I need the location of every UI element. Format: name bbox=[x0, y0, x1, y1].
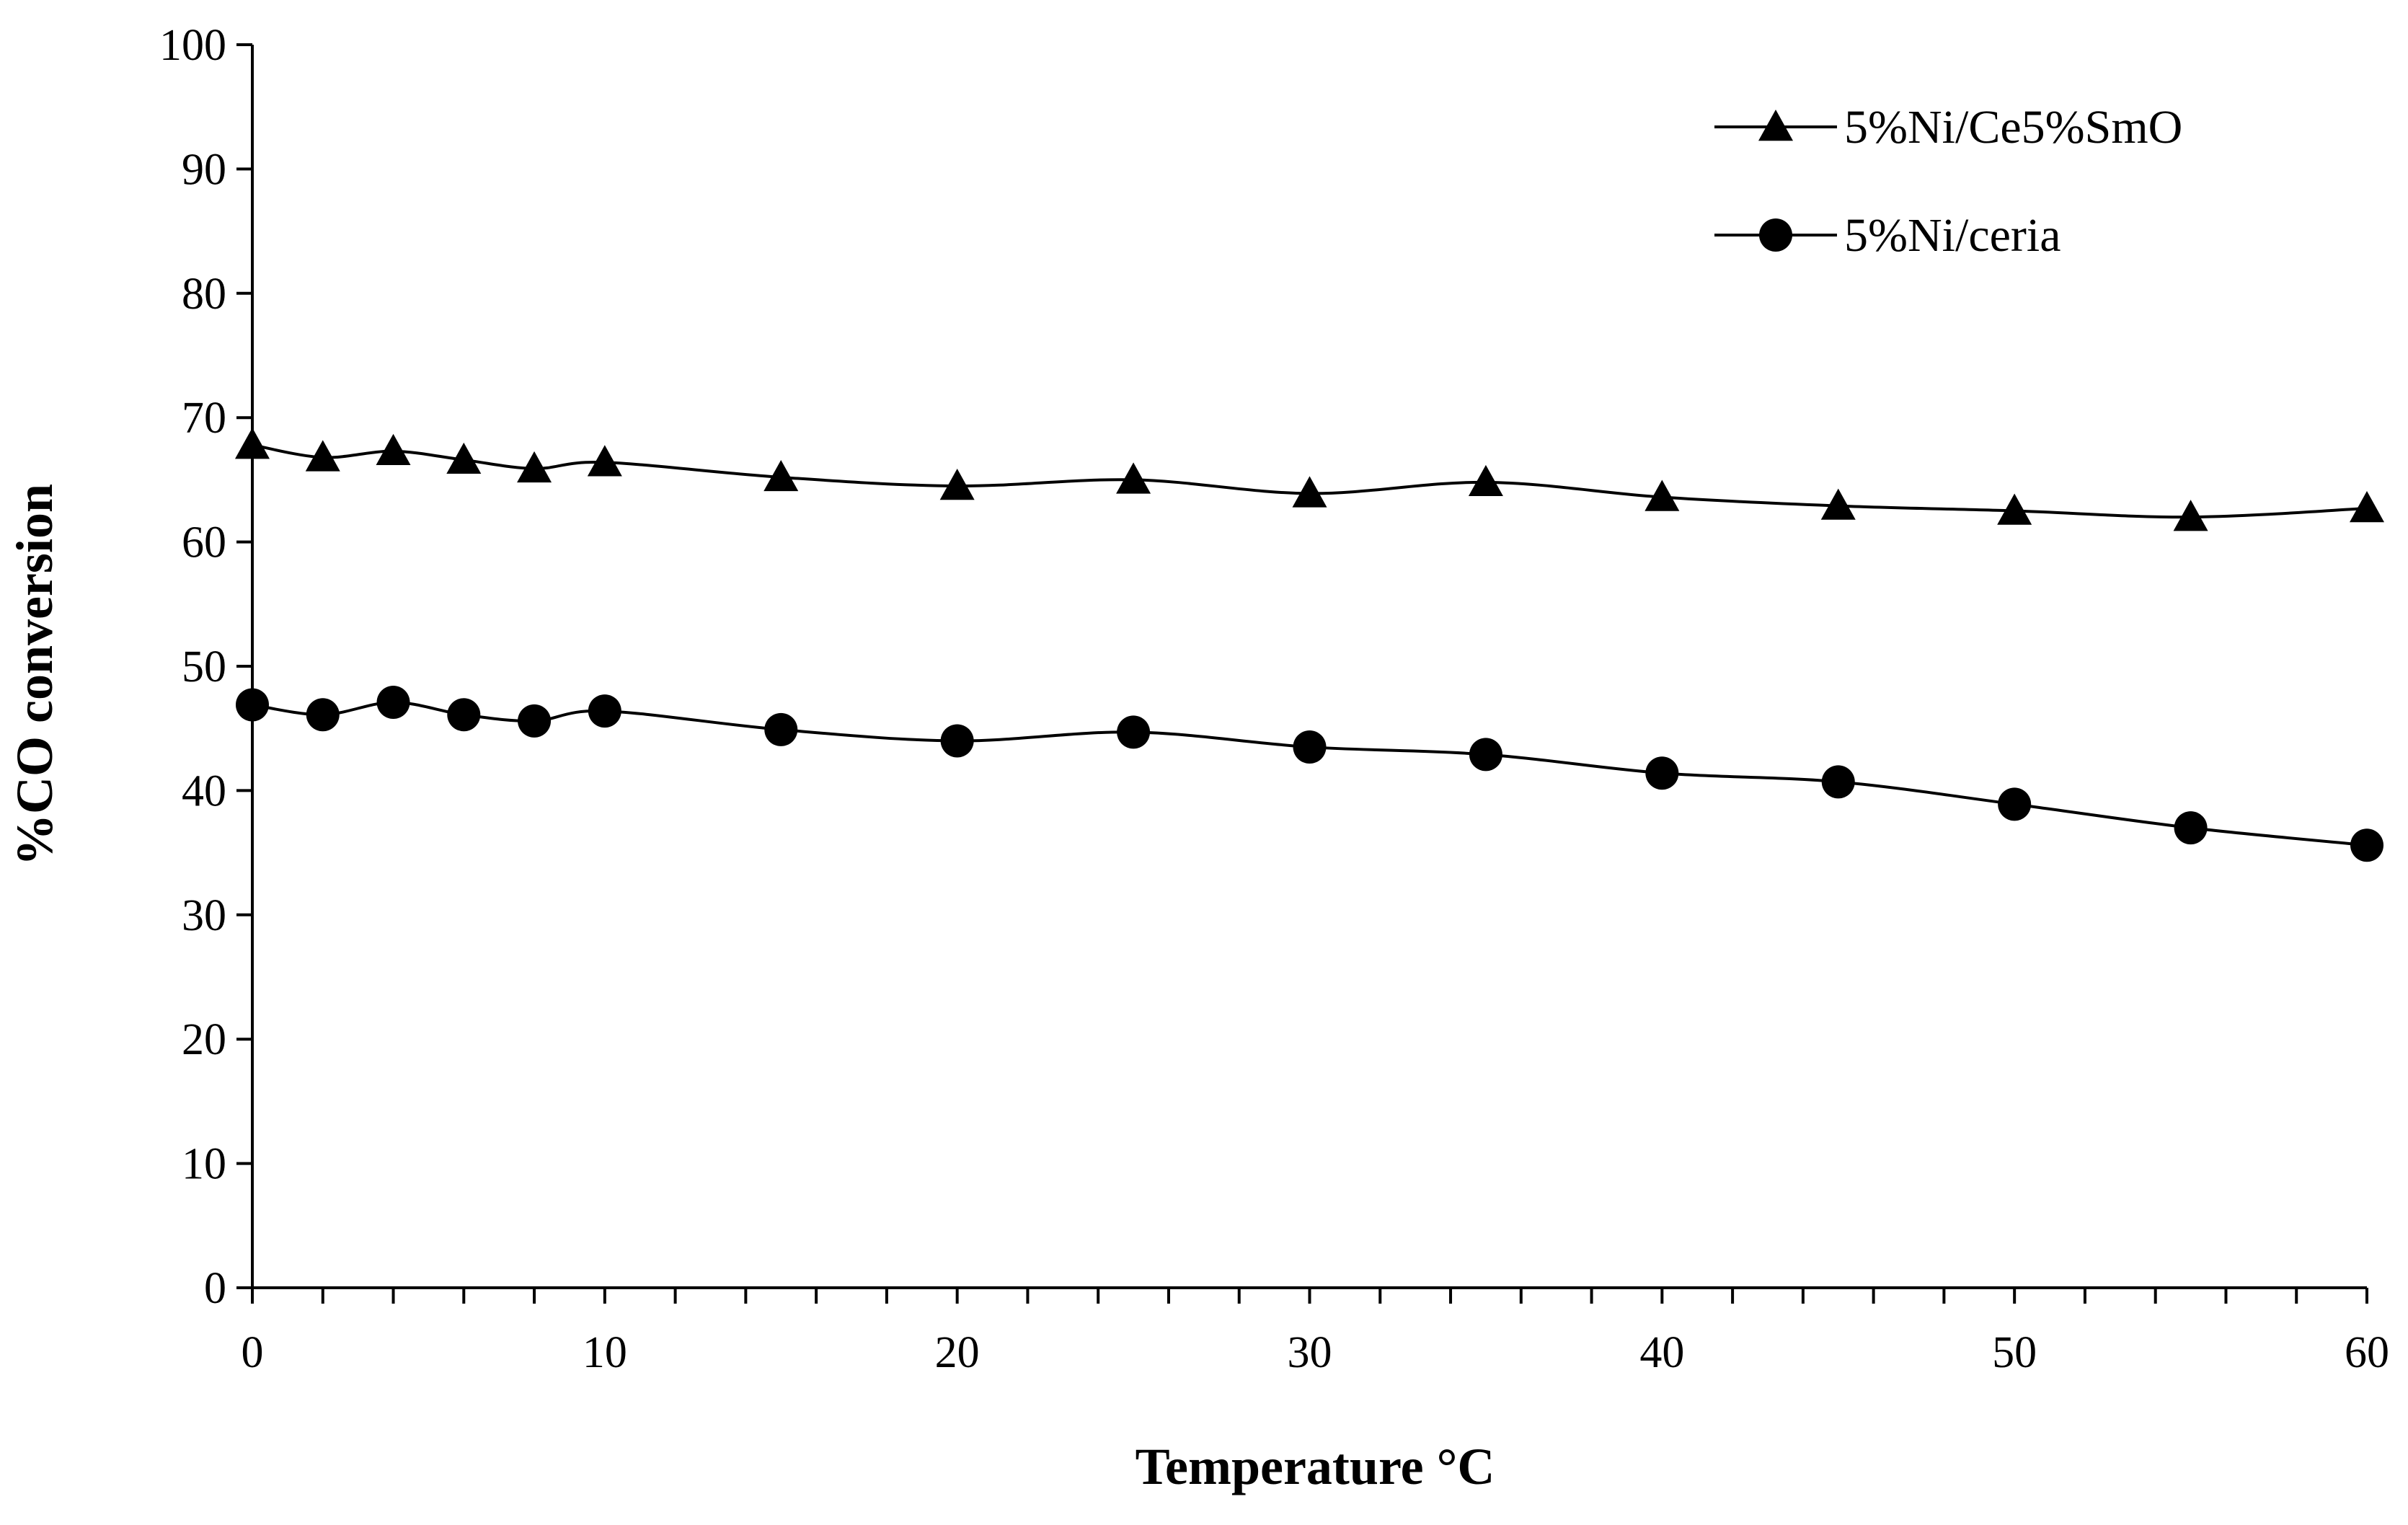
data-point-triangle bbox=[446, 442, 482, 474]
x-tick-label: 10 bbox=[583, 1328, 627, 1377]
legend-triangle-marker bbox=[1758, 110, 1793, 141]
data-point-circle bbox=[2174, 811, 2208, 845]
data-point-triangle bbox=[305, 440, 340, 472]
series-group bbox=[235, 428, 2384, 862]
x-tick-label: 30 bbox=[1288, 1328, 1332, 1377]
data-point-circle bbox=[2350, 828, 2383, 862]
data-point-triangle bbox=[1997, 493, 2032, 525]
y-tick-label: 100 bbox=[159, 21, 226, 70]
axes: 0 10 20 30 40 50 60 70 80 90 100 0 10 20 30 40 50 60 bbox=[159, 21, 2389, 1377]
data-point-circle bbox=[1645, 756, 1679, 790]
y-tick-label: 70 bbox=[182, 394, 226, 443]
data-point-triangle bbox=[1645, 479, 1680, 511]
data-point-circle bbox=[764, 712, 798, 746]
y-tick-label: 30 bbox=[182, 891, 226, 940]
series-line-ce5smo bbox=[252, 443, 2368, 519]
x-tick-label: 20 bbox=[935, 1328, 980, 1377]
data-point-circle bbox=[940, 724, 974, 758]
data-point-circle bbox=[588, 694, 621, 728]
data-point-circle bbox=[447, 698, 481, 732]
data-point-circle bbox=[1821, 765, 1855, 799]
data-point-triangle bbox=[376, 433, 411, 465]
legend-label-ce5smo: 5%Ni/Ce5%SmO bbox=[1844, 101, 2182, 154]
data-point-triangle bbox=[1820, 488, 1856, 520]
y-tick-label: 80 bbox=[182, 270, 226, 319]
data-point-triangle bbox=[1468, 464, 1503, 497]
data-point-triangle bbox=[2350, 491, 2384, 523]
x-axis-title: Temperature °C bbox=[1136, 1438, 1495, 1495]
y-tick-label: 0 bbox=[204, 1264, 226, 1313]
x-tick-label: 50 bbox=[1992, 1328, 2037, 1377]
data-point-triangle bbox=[587, 445, 622, 477]
data-point-circle bbox=[306, 698, 340, 732]
data-point-circle bbox=[236, 688, 269, 722]
y-tick-label: 90 bbox=[182, 145, 226, 194]
series-line-ceria bbox=[252, 700, 2368, 847]
data-point-circle bbox=[1293, 730, 1327, 764]
data-point-triangle bbox=[2173, 500, 2208, 531]
data-point-triangle bbox=[1116, 462, 1151, 494]
y-tick-label: 50 bbox=[182, 642, 226, 691]
data-point-triangle bbox=[939, 469, 975, 500]
legend-label-ceria: 5%Ni/ceria bbox=[1844, 209, 2061, 262]
data-point-triangle bbox=[517, 451, 552, 483]
y-tick-label: 60 bbox=[182, 518, 226, 567]
data-point-triangle bbox=[763, 459, 799, 492]
data-point-triangle bbox=[1292, 476, 1327, 508]
data-point-circle bbox=[376, 685, 410, 719]
y-tick-label: 40 bbox=[182, 766, 226, 815]
y-tick-label: 10 bbox=[182, 1140, 226, 1189]
data-point-circle bbox=[1117, 715, 1151, 749]
data-point-circle bbox=[1469, 738, 1502, 772]
data-point-circle bbox=[1998, 787, 2032, 821]
data-point-triangle bbox=[235, 428, 270, 459]
x-tick-label: 0 bbox=[242, 1328, 264, 1377]
y-tick-label: 20 bbox=[182, 1015, 226, 1064]
x-tick-label: 40 bbox=[1639, 1328, 1684, 1377]
legend: 5%Ni/Ce5%SmO 5%Ni/ceria bbox=[1714, 101, 2182, 262]
legend-circle-marker bbox=[1759, 218, 1792, 252]
x-tick-label: 60 bbox=[2345, 1328, 2389, 1377]
y-axis-title: %CO conversion bbox=[6, 484, 63, 866]
data-point-circle bbox=[518, 704, 552, 738]
